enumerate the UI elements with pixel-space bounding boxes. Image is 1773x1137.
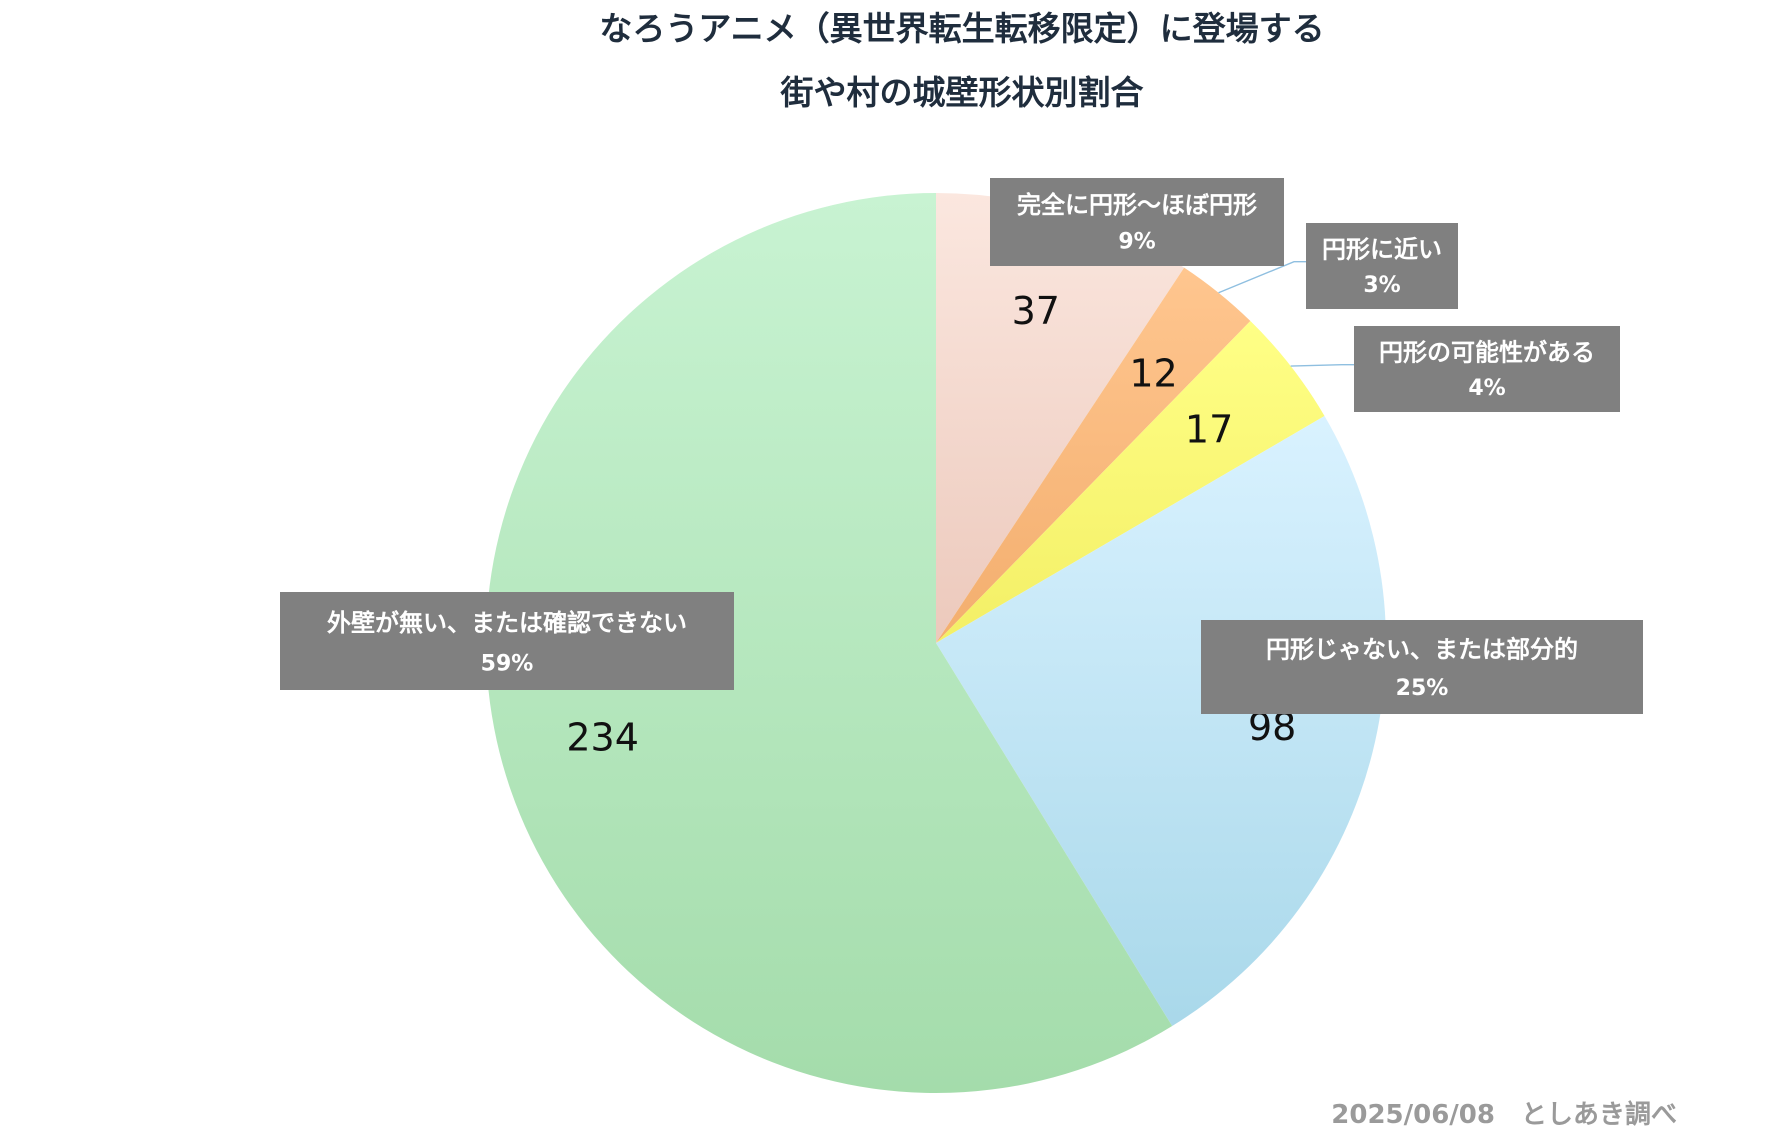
- pie-slice-2: [936, 267, 1251, 643]
- slice-category-box-3: 円形の可能性がある 4%: [1354, 326, 1620, 412]
- slice-category-box-5: 外壁が無い、または確認できない 59%: [280, 592, 734, 690]
- pie-slices: [485, 193, 1386, 1093]
- slice-category-box-bg-4: [1201, 620, 1643, 714]
- slice-percent-label-1: 9%: [1118, 229, 1155, 254]
- chart-title-line-1: なろうアニメ（異世界転生転移限定）に登場する: [599, 9, 1324, 48]
- pie-slice-5: [485, 193, 1173, 1093]
- chart-title-line-2: 街や村の城壁形状別割合: [780, 73, 1144, 112]
- slice-category-label-2: 円形に近い: [1322, 235, 1442, 263]
- pie-slice-3: [936, 321, 1325, 643]
- slice-value-label-1: 37: [1012, 289, 1060, 333]
- slice-value-label-5: 234: [566, 716, 639, 760]
- slice-category-box-bg-3: [1354, 326, 1620, 412]
- slice-percent-label-4: 25%: [1396, 676, 1449, 701]
- pie-slice-4: [936, 415, 1386, 1027]
- slice-category-box-1: 完全に円形〜ほぼ円形 9%: [990, 178, 1284, 266]
- slice-category-label-3: 円形の可能性がある: [1379, 338, 1595, 366]
- slice-category-label-5: 外壁が無い、または確認できない: [327, 609, 687, 637]
- footer-note: 2025/06/08 としあき調べ: [1331, 1099, 1677, 1130]
- slice-category-box-4: 円形じゃない、または部分的 25%: [1201, 620, 1643, 714]
- leader-line-2: [1218, 261, 1306, 294]
- slice-category-box-bg-2: [1306, 223, 1458, 309]
- slice-category-box-bg-5: [280, 592, 734, 690]
- slice-value-label-2: 12: [1129, 351, 1177, 395]
- slice-percent-label-5: 59%: [481, 651, 534, 676]
- slice-category-boxes: 完全に円形〜ほぼ円形 9% 円形に近い 3% 円形の可能性がある 4% 円形じゃない、または…: [280, 178, 1643, 714]
- slice-category-box-2: 円形に近い 3%: [1306, 223, 1458, 309]
- slice-value-label-3: 17: [1185, 408, 1233, 452]
- slice-category-label-4: 円形じゃない、または部分的: [1266, 636, 1578, 664]
- slice-percent-label-2: 3%: [1363, 273, 1400, 298]
- slice-category-label-1: 完全に円形〜ほぼ円形: [1017, 191, 1257, 219]
- slice-category-box-bg-1: [990, 178, 1284, 266]
- slice-percent-label-3: 4%: [1468, 376, 1505, 401]
- leader-lines: [1218, 261, 1354, 367]
- leader-line-3: [1290, 364, 1354, 367]
- pie-slice-1: [936, 193, 1185, 643]
